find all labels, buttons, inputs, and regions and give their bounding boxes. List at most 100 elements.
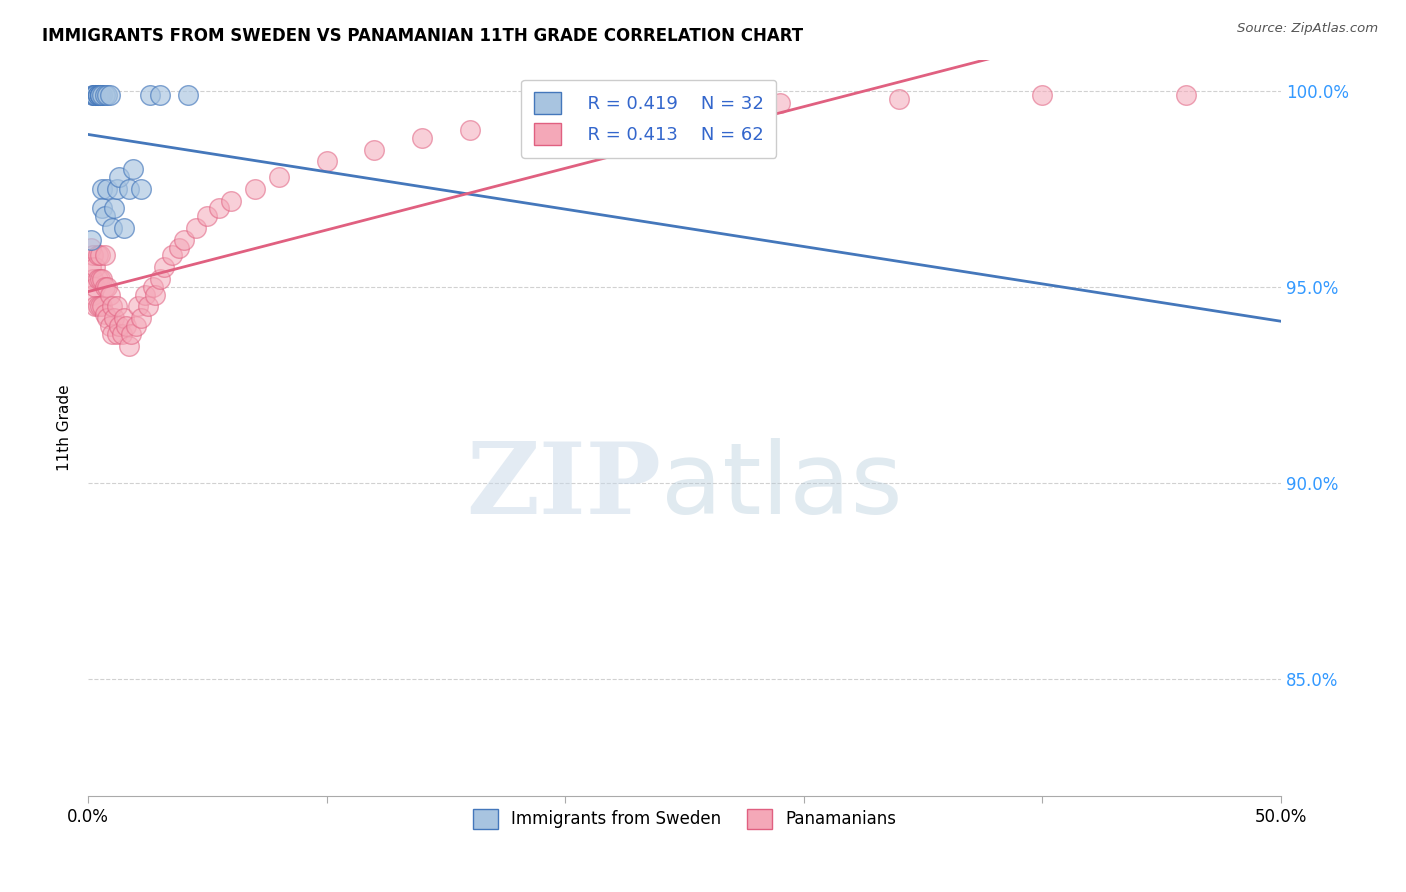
Point: [89, 248, 111, 262]
Point: [86, 300, 108, 314]
Point: [197, 209, 219, 223]
Point: [112, 221, 135, 235]
Point: [98, 287, 121, 301]
Point: [89, 87, 111, 102]
Point: [96, 311, 118, 326]
Point: [136, 300, 159, 314]
Text: Source: ZipAtlas.com: Source: ZipAtlas.com: [1237, 22, 1378, 36]
Point: [94, 248, 117, 262]
Point: [101, 326, 124, 341]
Point: [139, 87, 162, 102]
Point: [120, 326, 142, 341]
Point: [243, 182, 266, 196]
Point: [98, 318, 121, 333]
Point: [98, 87, 121, 102]
Point: [108, 170, 131, 185]
Point: [127, 300, 149, 314]
Point: [149, 272, 172, 286]
Point: [149, 87, 172, 102]
Point: [94, 307, 117, 321]
Point: [89, 87, 111, 102]
Point: [142, 280, 165, 294]
Point: [134, 287, 156, 301]
Point: [94, 87, 117, 102]
Point: [143, 287, 166, 301]
Point: [110, 326, 132, 341]
Point: [86, 87, 108, 102]
Text: ZIP: ZIP: [465, 438, 661, 535]
Point: [118, 182, 141, 196]
Point: [94, 280, 117, 294]
Point: [129, 311, 152, 326]
Point: [96, 280, 118, 294]
Point: [86, 87, 108, 102]
Point: [221, 194, 243, 208]
Point: [79, 233, 101, 247]
Point: [184, 221, 207, 235]
Point: [96, 182, 118, 196]
Point: [86, 248, 108, 262]
Point: [889, 92, 911, 106]
Point: [125, 318, 148, 333]
Point: [82, 272, 104, 286]
Point: [173, 233, 195, 247]
Point: [91, 272, 114, 286]
Point: [177, 87, 200, 102]
Point: [208, 202, 231, 216]
Point: [89, 300, 111, 314]
Point: [89, 87, 111, 102]
Legend: Immigrants from Sweden, Panamanians: Immigrants from Sweden, Panamanians: [467, 802, 903, 836]
Point: [91, 202, 114, 216]
Point: [458, 123, 481, 137]
Point: [105, 300, 128, 314]
Point: [79, 241, 101, 255]
Point: [153, 260, 176, 275]
Point: [167, 241, 190, 255]
Point: [129, 182, 152, 196]
Point: [89, 272, 111, 286]
Point: [1174, 87, 1197, 102]
Point: [101, 221, 124, 235]
Point: [160, 248, 183, 262]
Point: [105, 182, 128, 196]
Point: [112, 311, 135, 326]
Point: [94, 209, 117, 223]
Point: [122, 162, 145, 177]
Point: [315, 154, 337, 169]
Point: [82, 248, 104, 262]
Point: [82, 87, 104, 102]
Point: [363, 143, 385, 157]
Point: [84, 260, 107, 275]
Point: [84, 300, 107, 314]
Point: [82, 87, 104, 102]
Point: [79, 260, 101, 275]
Point: [118, 338, 141, 352]
Point: [769, 95, 792, 110]
Point: [96, 87, 118, 102]
Point: [91, 300, 114, 314]
Point: [91, 87, 114, 102]
Point: [650, 103, 672, 118]
Point: [101, 300, 124, 314]
Point: [1031, 87, 1053, 102]
Point: [86, 87, 108, 102]
Point: [84, 87, 107, 102]
Point: [86, 272, 108, 286]
Point: [554, 112, 576, 126]
Point: [115, 318, 138, 333]
Point: [267, 170, 290, 185]
Text: IMMIGRANTS FROM SWEDEN VS PANAMANIAN 11TH GRADE CORRELATION CHART: IMMIGRANTS FROM SWEDEN VS PANAMANIAN 11T…: [42, 27, 803, 45]
Point: [103, 311, 125, 326]
Text: atlas: atlas: [661, 438, 903, 535]
Point: [84, 87, 107, 102]
Point: [411, 131, 433, 145]
Point: [103, 202, 125, 216]
Point: [84, 87, 107, 102]
Point: [108, 318, 131, 333]
Point: [105, 326, 128, 341]
Point: [84, 280, 107, 294]
Point: [82, 287, 104, 301]
Point: [89, 87, 111, 102]
Y-axis label: 11th Grade: 11th Grade: [58, 384, 72, 471]
Point: [91, 182, 114, 196]
